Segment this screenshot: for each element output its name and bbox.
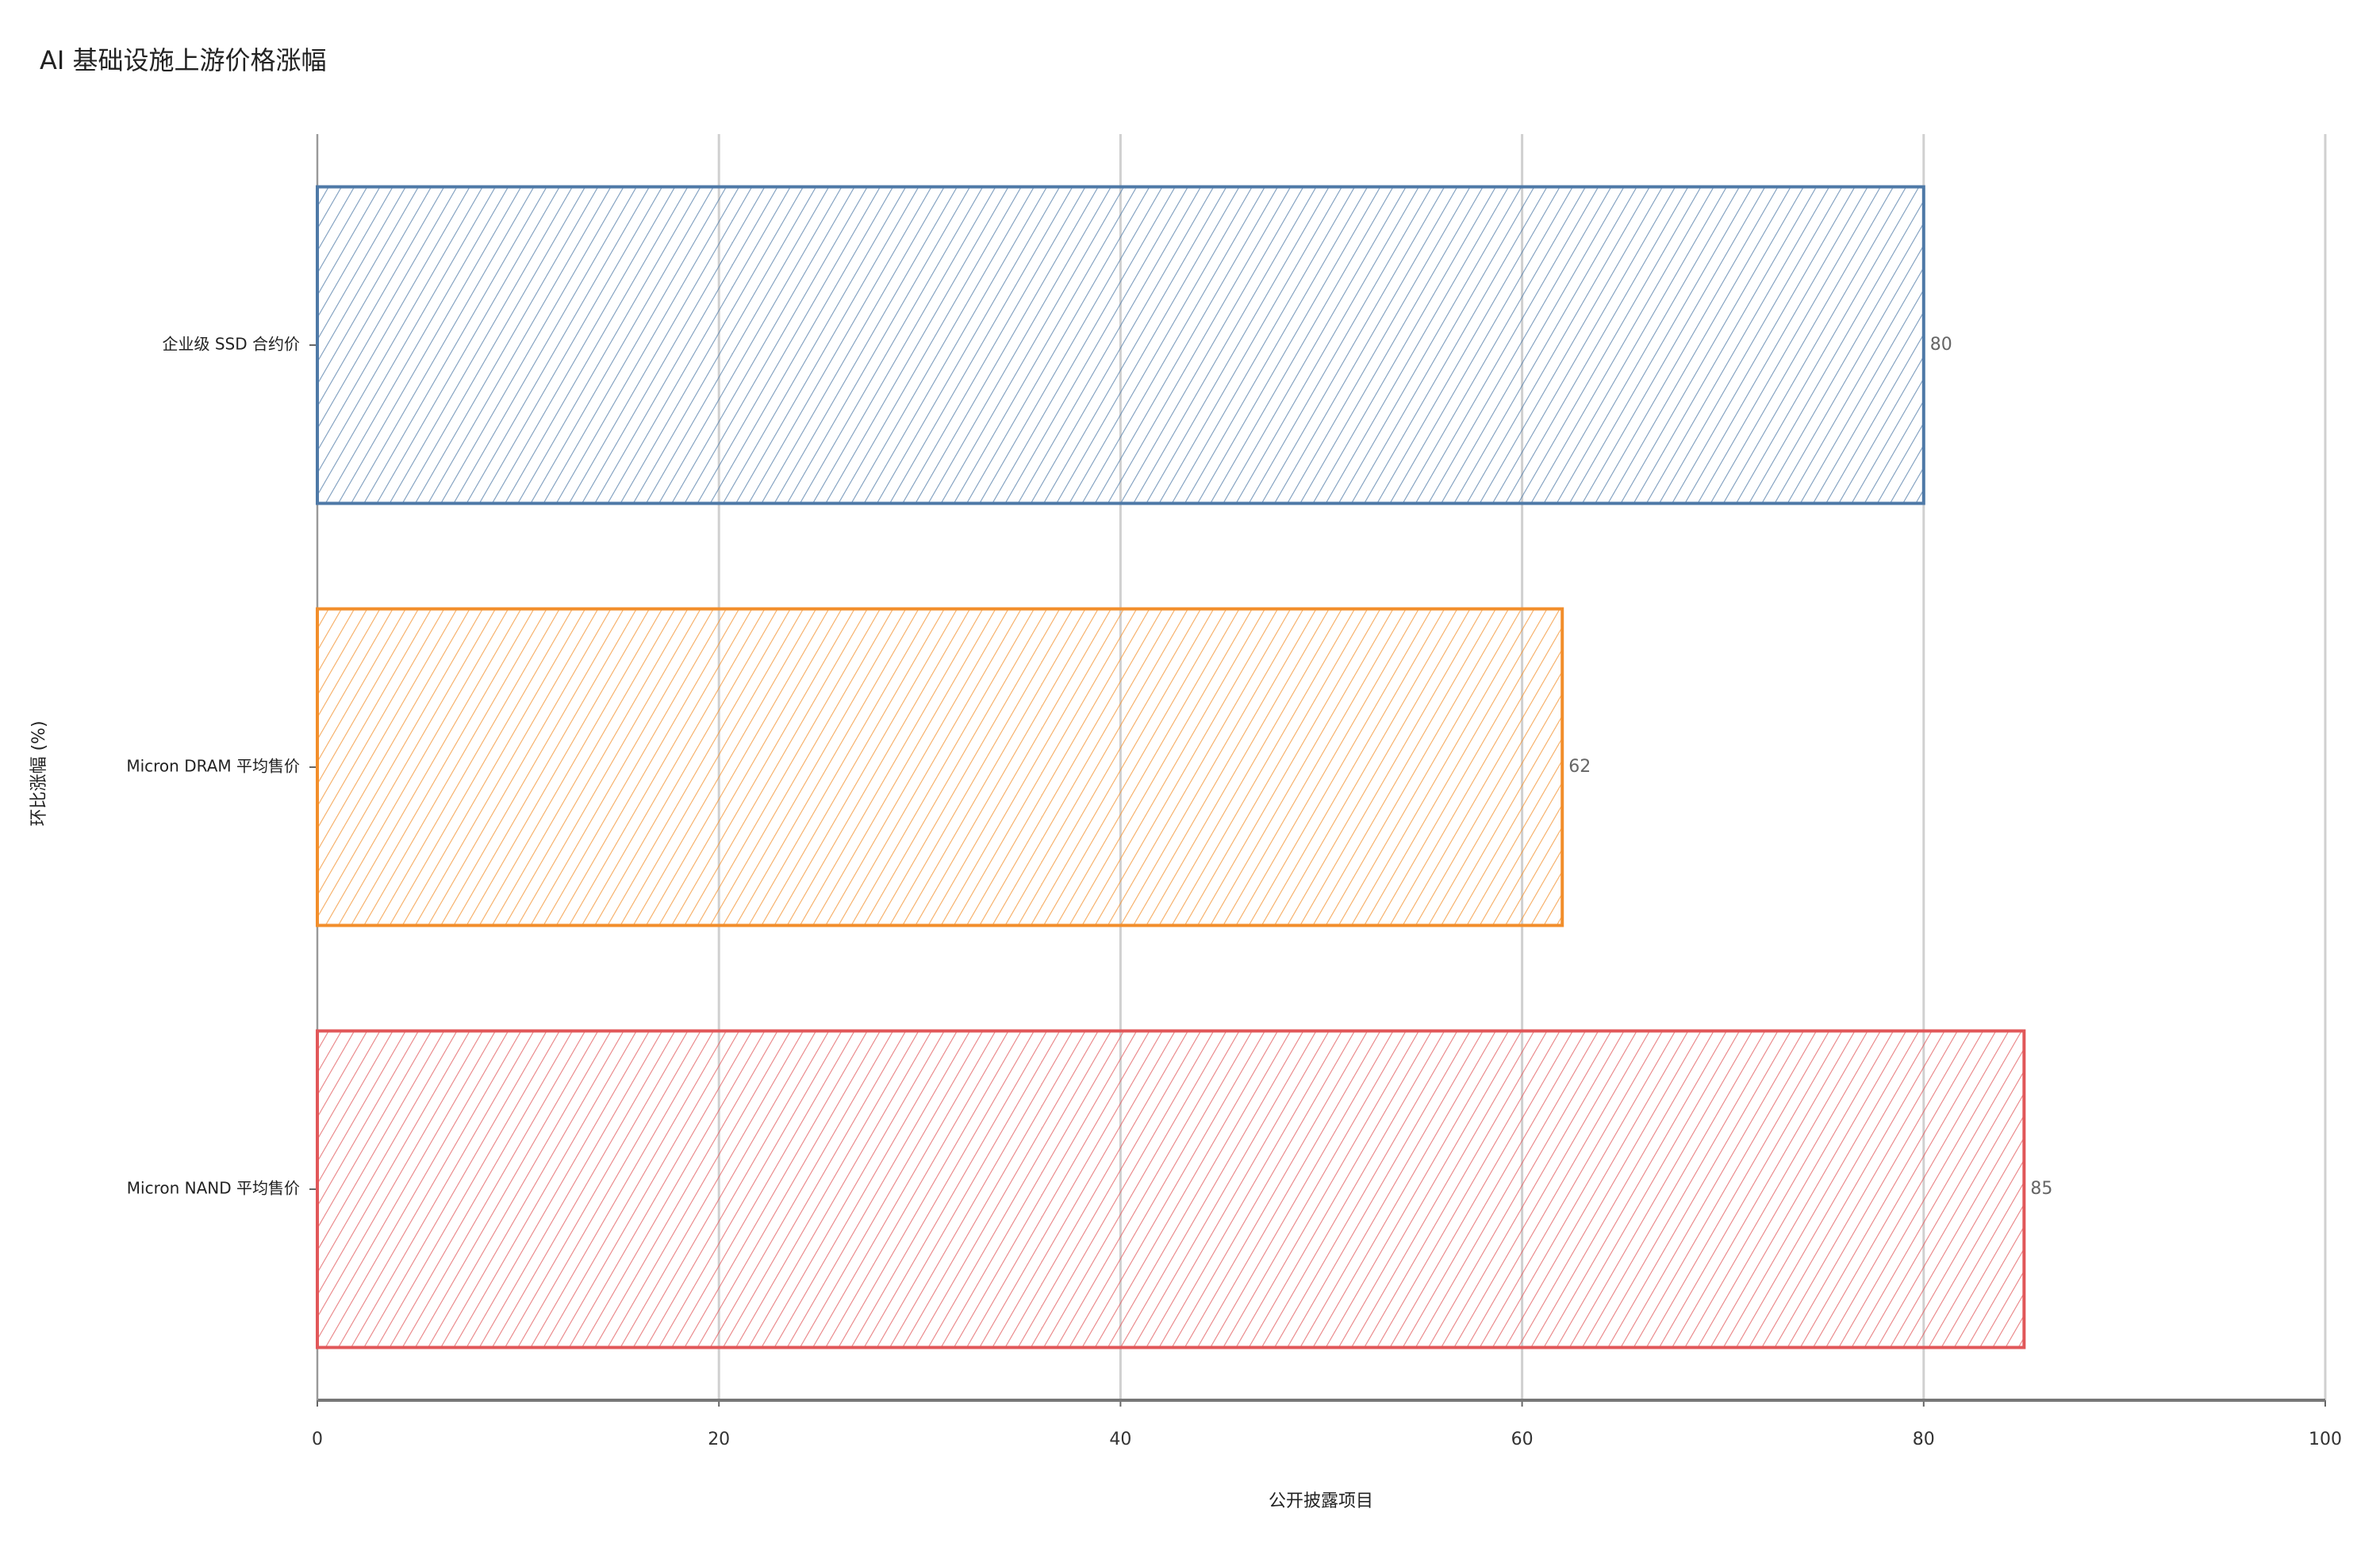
x-tick-label: 40: [1109, 1430, 1131, 1449]
y-axis-title: 环比涨幅 (%): [29, 720, 49, 826]
bar: [316, 607, 1564, 927]
x-tick-label: 60: [1511, 1430, 1534, 1449]
bar: [316, 185, 1925, 505]
y-tick-label: 企业级 SSD 合约价: [162, 335, 300, 354]
x-tick-label: 20: [708, 1430, 730, 1449]
x-tick-label: 80: [1913, 1430, 1935, 1449]
value-label: 62: [1568, 757, 1591, 777]
chart-title: AI 基础设施上游价格涨幅: [40, 45, 327, 75]
bar: [316, 1029, 2026, 1349]
value-label: 80: [1930, 335, 1952, 355]
x-tick-label: 0: [312, 1430, 323, 1449]
y-tick-label: Micron DRAM 平均售价: [126, 757, 300, 776]
x-tick-label: 100: [2309, 1430, 2342, 1449]
x-axis-title: 公开披露项目: [1269, 1491, 1373, 1511]
value-label: 85: [2030, 1179, 2052, 1199]
y-tick-label: Micron NAND 平均售价: [127, 1179, 300, 1198]
